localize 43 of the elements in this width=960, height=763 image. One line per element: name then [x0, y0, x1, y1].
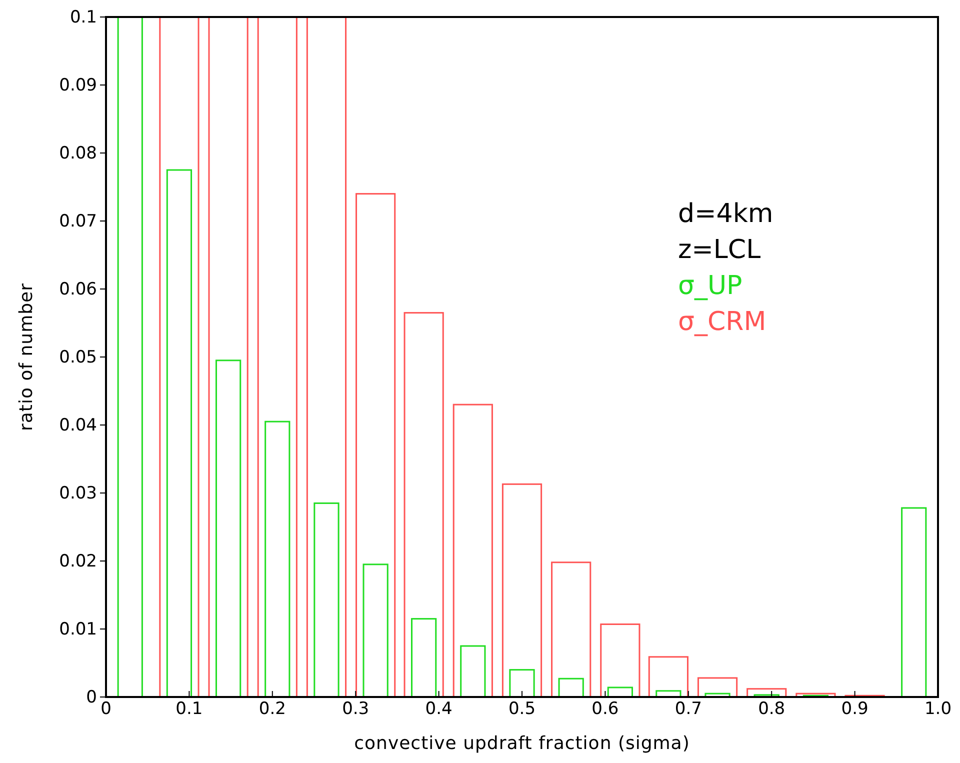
bar [502, 483, 542, 697]
bar [411, 618, 437, 697]
y-tick-label: 0.01 [59, 619, 97, 640]
y-tick-label: 0.07 [59, 211, 97, 232]
text: σ_UP [678, 271, 742, 301]
x-tick-label: 0.5 [508, 699, 536, 720]
y-tick-label: 0.02 [59, 551, 97, 572]
y-axis-title: ratio of number [16, 282, 37, 432]
x-tick-label: 0.8 [758, 699, 786, 720]
x-tick-label: 0.4 [425, 699, 452, 720]
bar [306, 16, 347, 697]
y-tick-label: 0.06 [59, 279, 97, 300]
bar [208, 16, 248, 697]
annotation: z=LCL [678, 235, 762, 265]
annotation: d=4km [678, 199, 774, 229]
bar [314, 502, 340, 697]
bar [362, 564, 388, 697]
bar [452, 404, 493, 697]
x-tick-label: 0.7 [674, 699, 702, 720]
x-tick-label: 0.6 [592, 699, 619, 720]
bar [404, 312, 444, 697]
y-tick-label: 0.1 [70, 7, 97, 28]
y-tick-label: 0.04 [59, 415, 97, 436]
y-tick-label: 0.09 [59, 75, 97, 96]
y-tick-label: 0.03 [59, 483, 97, 504]
bar [117, 16, 143, 697]
bar [159, 16, 200, 697]
bar [166, 169, 192, 697]
y-tick-label: 0.08 [59, 143, 97, 164]
text: σ_CRM [678, 307, 766, 337]
bar [257, 16, 298, 697]
y-tick-label: 0.05 [59, 347, 97, 368]
x-tick-label: 0.9 [841, 699, 868, 720]
bar [264, 420, 290, 697]
x-tick-label: 0.2 [258, 699, 286, 720]
bar [901, 507, 927, 697]
x-axis-title: convective updraft fraction (sigma) [354, 733, 690, 754]
x-tick-label: 0.1 [176, 699, 203, 720]
x-tick-label: 0 [100, 699, 112, 720]
bar [356, 193, 396, 697]
x-tick-label: 0.3 [342, 699, 370, 720]
x-tick-label: 1.0 [924, 699, 952, 720]
bar [215, 360, 242, 697]
